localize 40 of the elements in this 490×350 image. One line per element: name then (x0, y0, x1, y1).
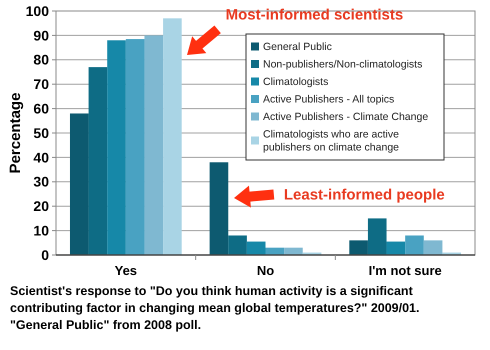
bar (107, 40, 126, 255)
bar (228, 235, 247, 255)
bar (144, 35, 164, 255)
bar (368, 218, 387, 255)
y-tick-label: 10 (33, 222, 50, 238)
bar (163, 18, 182, 255)
y-tick-label: 90 (33, 27, 50, 44)
x-tick-label: Yes (114, 263, 138, 278)
text: Scientist's response to "Do you think human activity is a significant contributing factor in changing mean global temperatures?" 2009/01. "General Public" from 2008 poll. (10, 284, 420, 332)
y-axis-title: Percentage (7, 92, 24, 174)
bar (266, 248, 284, 255)
x-tick-label: No (256, 263, 274, 278)
y-tick-label: 40 (33, 149, 50, 166)
bar (210, 162, 228, 255)
legend-label: Climatologists who are active publishers on climate change (263, 128, 400, 154)
y-tick-label: 80 (33, 52, 50, 68)
y-tick-label: 100 (26, 2, 50, 19)
y-tick-label: 70 (33, 76, 50, 92)
x-tick-label: I'm not sure (368, 263, 442, 278)
y-tick-label: 50 (33, 124, 50, 141)
bar (349, 240, 368, 255)
bar (88, 67, 108, 255)
y-tick-label: 30 (33, 174, 50, 190)
legend-label: Active Publishers - All topics (263, 94, 394, 106)
legend-label: Climatologists (263, 76, 328, 88)
annotation: Least-informed people (284, 186, 445, 204)
annotation: Most-informed scientists (226, 6, 404, 24)
legend-label: Active Publishers - Climate Change (263, 111, 428, 123)
bar (246, 242, 266, 255)
y-tick-label: 20 (33, 198, 50, 214)
y-tick-label: 0 (41, 246, 50, 263)
bar (386, 242, 406, 255)
bar (70, 113, 89, 255)
bar (284, 248, 303, 255)
legend-label: General Public (263, 41, 332, 53)
y-tick-label: 60 (33, 100, 50, 116)
bar (405, 235, 424, 255)
legend-label: Non-publishers/Non-climatologists (263, 58, 422, 70)
bar (126, 39, 144, 255)
bar (424, 240, 442, 255)
